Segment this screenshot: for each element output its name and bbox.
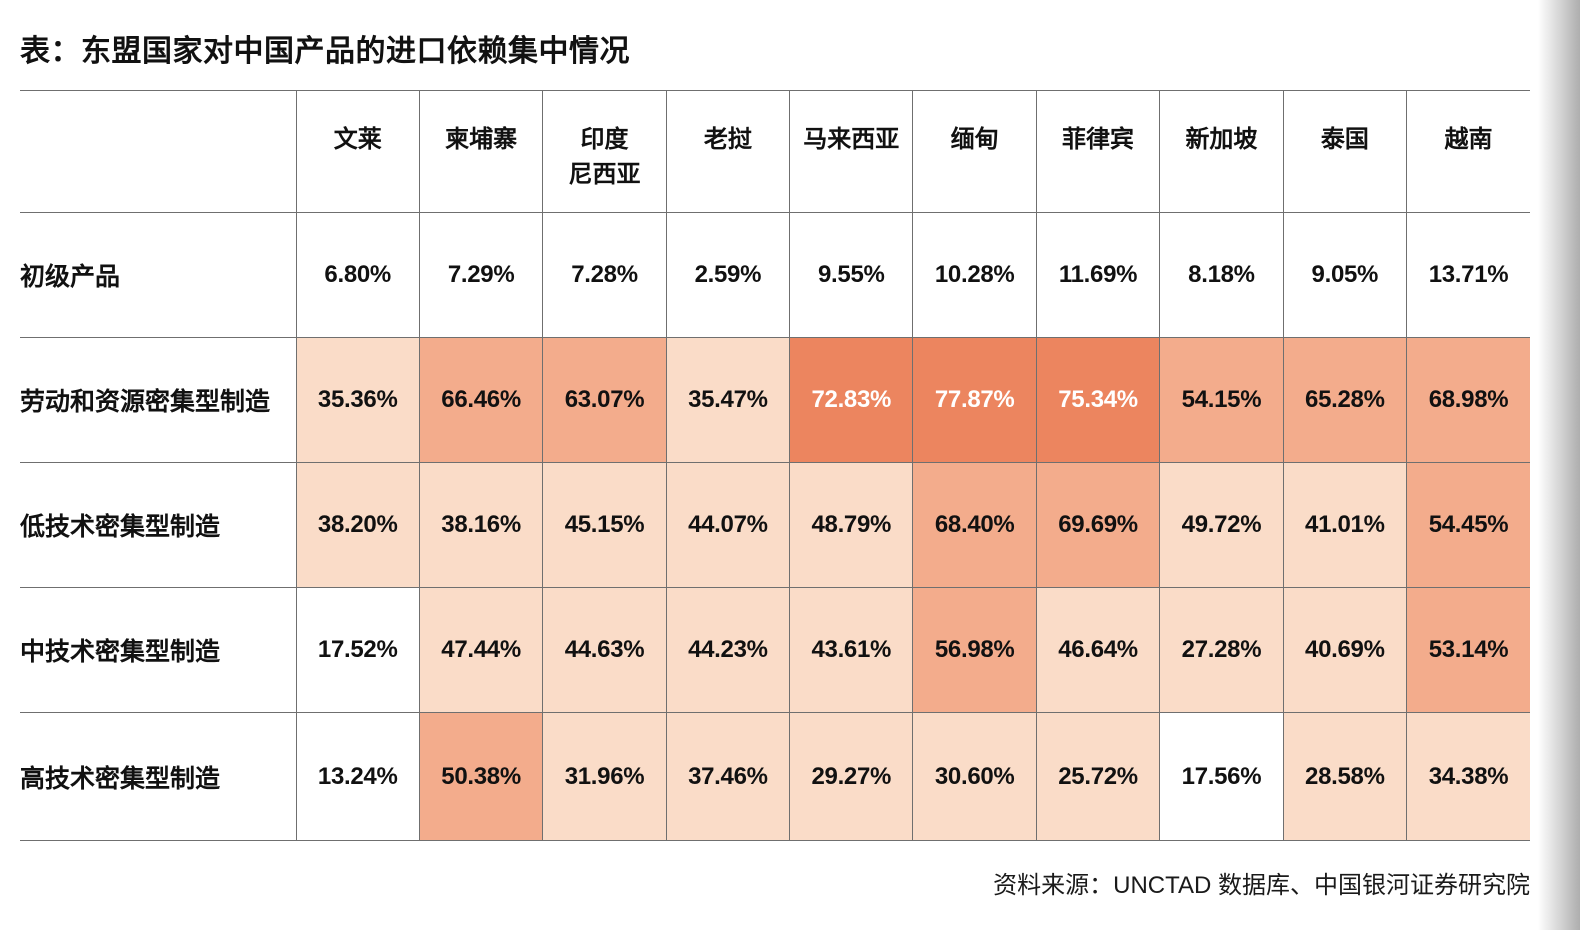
table-cell: 25.72% bbox=[1035, 712, 1161, 841]
table-cell: 45.15% bbox=[542, 462, 667, 588]
table-cell: 13.24% bbox=[295, 712, 420, 841]
table-cell: 8.18% bbox=[1159, 212, 1284, 338]
source-note: 资料来源：UNCTAD 数据库、中国银河证券研究院 bbox=[993, 872, 1530, 899]
table-cell: 2.59% bbox=[665, 212, 791, 338]
table-cell: 68.40% bbox=[912, 462, 1037, 588]
table-cell: 46.64% bbox=[1035, 587, 1161, 713]
table-cell: 6.80% bbox=[295, 212, 420, 338]
table-cell: 72.83% bbox=[789, 337, 914, 463]
table-cell: 53.14% bbox=[1406, 587, 1530, 713]
row-label: 高技术密集型制造 bbox=[20, 712, 297, 841]
table-cell: 38.20% bbox=[295, 462, 420, 588]
table-cell: 49.72% bbox=[1159, 462, 1284, 588]
table-cell: 27.28% bbox=[1159, 587, 1284, 713]
row-label: 劳动和资源密集型制造 bbox=[20, 337, 297, 463]
table-cell: 54.15% bbox=[1159, 337, 1284, 463]
table-header: 文莱 柬埔寨 印度 尼西亚 老挝 马来西亚 缅甸 菲律宾 新加坡 泰国 越南 bbox=[20, 90, 1530, 213]
column-header-8: 新加坡 bbox=[1159, 90, 1284, 213]
table-cell: 44.63% bbox=[542, 587, 667, 713]
table-cell: 66.46% bbox=[418, 337, 544, 463]
table-cell: 44.07% bbox=[665, 462, 791, 588]
row-label: 中技术密集型制造 bbox=[20, 587, 297, 713]
table-row: 初级产品 6.80% 7.29% 7.28% 2.59% 9.55% 10.28% 11.69… bbox=[20, 212, 1530, 338]
table-cell: 31.96% bbox=[542, 712, 667, 841]
table-cell: 44.23% bbox=[665, 587, 791, 713]
column-header-5: 马来西亚 bbox=[789, 90, 914, 213]
table-row: 高技术密集型制造 13.24% 50.38% 31.96% 37.46% 29.27% 30… bbox=[20, 712, 1530, 841]
corner-cell bbox=[20, 90, 297, 213]
table-cell: 77.87% bbox=[912, 337, 1037, 463]
table-cell: 29.27% bbox=[789, 712, 914, 841]
table-cell: 43.61% bbox=[789, 587, 914, 713]
table-cell: 54.45% bbox=[1406, 462, 1530, 588]
table-cell: 68.98% bbox=[1406, 337, 1530, 463]
row-label: 初级产品 bbox=[20, 212, 297, 338]
table-cell: 9.05% bbox=[1282, 212, 1408, 338]
column-header-6: 缅甸 bbox=[912, 90, 1037, 213]
row-label: 低技术密集型制造 bbox=[20, 462, 297, 588]
table-cell: 17.56% bbox=[1159, 712, 1284, 841]
table-cell: 40.69% bbox=[1282, 587, 1408, 713]
table-cell: 75.34% bbox=[1035, 337, 1161, 463]
table-cell: 56.98% bbox=[912, 587, 1037, 713]
table-cell: 65.28% bbox=[1282, 337, 1408, 463]
table-row: 劳动和资源密集型制造 35.36% 66.46% 63.07% 35.47% 72.83%… bbox=[20, 337, 1530, 463]
column-header-2: 柬埔寨 bbox=[418, 90, 544, 213]
table-cell: 35.36% bbox=[295, 337, 420, 463]
table-cell: 37.46% bbox=[665, 712, 791, 841]
table-cell: 63.07% bbox=[542, 337, 667, 463]
table-header-row: 文莱 柬埔寨 印度 尼西亚 老挝 马来西亚 缅甸 菲律宾 新加坡 泰国 越南 bbox=[20, 90, 1530, 213]
column-header-3: 印度 尼西亚 bbox=[542, 90, 667, 213]
table-cell: 30.60% bbox=[912, 712, 1037, 841]
table-cell: 9.55% bbox=[789, 212, 914, 338]
table-cell: 50.38% bbox=[418, 712, 544, 841]
table-cell: 35.47% bbox=[665, 337, 791, 463]
column-header-7: 菲律宾 bbox=[1035, 90, 1161, 213]
table-cell: 47.44% bbox=[418, 587, 544, 713]
table-cell: 41.01% bbox=[1282, 462, 1408, 588]
table-cell: 28.58% bbox=[1282, 712, 1408, 841]
table-cell: 34.38% bbox=[1406, 712, 1530, 841]
page-title: 表：东盟国家对中国产品的进口依赖集中情况 bbox=[20, 35, 630, 68]
table-cell: 7.29% bbox=[418, 212, 544, 338]
column-header-4: 老挝 bbox=[665, 90, 791, 213]
column-header-1: 文莱 bbox=[295, 90, 420, 213]
table-cell: 10.28% bbox=[912, 212, 1037, 338]
column-header-10: 越南 bbox=[1406, 90, 1530, 213]
page-edge-shadow bbox=[1538, 0, 1580, 930]
import-dependence-table: 文莱 柬埔寨 印度 尼西亚 老挝 马来西亚 缅甸 菲律宾 新加坡 泰国 越南 初级产品 6.80% 7… bbox=[20, 90, 1530, 841]
table-body: 初级产品 6.80% 7.29% 7.28% 2.59% 9.55% 10.28% 11.69… bbox=[20, 212, 1530, 841]
table-cell: 13.71% bbox=[1406, 212, 1530, 338]
table-cell: 17.52% bbox=[295, 587, 420, 713]
table-row: 中技术密集型制造 17.52% 47.44% 44.63% 44.23% 43.61% 56… bbox=[20, 587, 1530, 713]
table-row: 低技术密集型制造 38.20% 38.16% 45.15% 44.07% 48.79% 68… bbox=[20, 462, 1530, 588]
table-cell: 69.69% bbox=[1035, 462, 1161, 588]
table-cell: 38.16% bbox=[418, 462, 544, 588]
table-cell: 7.28% bbox=[542, 212, 667, 338]
table-cell: 11.69% bbox=[1035, 212, 1161, 338]
column-header-9: 泰国 bbox=[1282, 90, 1408, 213]
table-cell: 48.79% bbox=[789, 462, 914, 588]
